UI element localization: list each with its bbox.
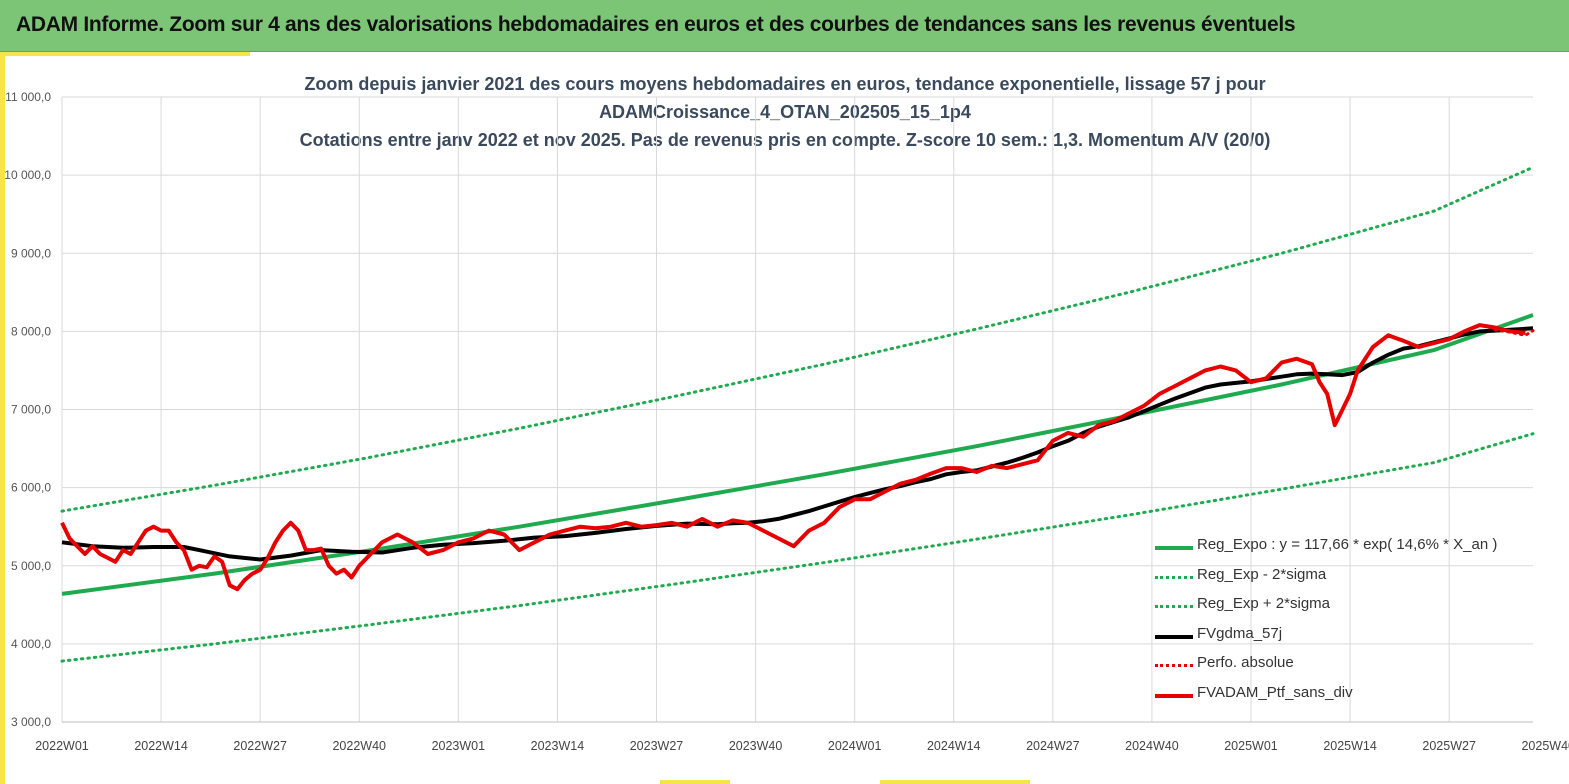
- x-tick-label: 2024W27: [1026, 739, 1080, 753]
- x-tick-label: 2023W01: [432, 739, 486, 753]
- y-tick-label: 11 000,0: [5, 90, 51, 104]
- legend-item-fvgdma: FVgdma_57j: [1152, 622, 1562, 652]
- chart-legend: Reg_Expo : y = 117,66 * exp( 14,6% * X_a…: [1152, 533, 1562, 711]
- x-tick-label: 2025W40: [1521, 739, 1569, 753]
- chart-title: Zoom depuis janvier 2021 des cours moyen…: [240, 70, 1330, 154]
- x-tick-label: 2023W14: [531, 739, 585, 753]
- legend-swatch-solid-black: [1155, 634, 1193, 639]
- legend-item-perfo-absolue: Perfo. absolue: [1152, 651, 1562, 681]
- x-tick-label: 2024W40: [1125, 739, 1179, 753]
- x-tick-label: 2025W01: [1224, 739, 1278, 753]
- chart-title-line-1: Zoom depuis janvier 2021 des cours moyen…: [304, 74, 1266, 94]
- series-line-solid-black: [61, 326, 1534, 562]
- series-group: [60, 165, 1535, 663]
- legend-item-reg-exp-minus: Reg_Exp - 2*sigma: [1152, 563, 1562, 593]
- legend-label: Perfo. absolue: [1197, 654, 1294, 672]
- legend-swatch-solid-green: [1155, 546, 1193, 550]
- y-tick-label: 9 000,0: [11, 246, 51, 260]
- x-tick-label: 2022W01: [35, 739, 89, 753]
- legend-item-reg-exp-plus: Reg_Exp + 2*sigma: [1152, 592, 1562, 622]
- legend-label: Reg_Expo : y = 117,66 * exp( 14,6% * X_a…: [1197, 536, 1498, 553]
- accent-bar-top: [0, 52, 250, 56]
- x-tick-label: 2025W27: [1422, 739, 1476, 753]
- legend-swatch-solid-red: [1155, 693, 1193, 698]
- legend-swatch-dotted-green: [1155, 575, 1193, 579]
- series-line-dot-green: [60, 165, 1535, 513]
- x-tick-label: 2022W40: [332, 739, 386, 753]
- x-tick-label: 2022W14: [134, 739, 188, 753]
- legend-label: Reg_Exp + 2*sigma: [1197, 595, 1330, 613]
- y-tick-label: 3 000,0: [11, 715, 51, 729]
- chart-title-line-2: ADAMCroissance_4_OTAN_202505_15_1p4: [599, 102, 971, 122]
- legend-swatch-dotted-red: [1155, 664, 1193, 668]
- y-tick-label: 8 000,0: [11, 324, 51, 338]
- y-tick-label: 7 000,0: [11, 403, 51, 417]
- legend-label: Reg_Exp - 2*sigma: [1197, 565, 1327, 583]
- y-tick-label: 5 000,0: [11, 559, 51, 573]
- series-line-dot-green: [60, 432, 1535, 663]
- legend-item-fvadam-ptf: FVADAM_Ptf_sans_div: [1152, 681, 1562, 711]
- legend-label: FVgdma_57j: [1197, 624, 1283, 642]
- banner-title: ADAM Informe. Zoom sur 4 ans des valoris…: [16, 13, 1296, 36]
- x-tick-label: 2024W01: [828, 739, 882, 753]
- chart-title-line-3: Cotations entre janv 2022 et nov 2025. P…: [299, 130, 1271, 150]
- legend-item-reg-expo: Reg_Expo : y = 117,66 * exp( 14,6% * X_a…: [1152, 533, 1562, 563]
- series-line-dot-red: [1493, 328, 1535, 337]
- x-tick-label: 2025W14: [1323, 739, 1377, 753]
- y-tick-label: 10 000,0: [4, 168, 51, 182]
- x-tick-label: 2022W27: [233, 739, 287, 753]
- accent-bar-bottom: [660, 780, 730, 784]
- y-tick-label: 4 000,0: [11, 637, 51, 651]
- axes: 3 000,0 4 000,0 5 000,0 6 000,0 7 000,0 8 000…: [4, 90, 1569, 753]
- x-tick-label: 2023W40: [729, 739, 783, 753]
- legend-swatch-dotted-green: [1155, 605, 1193, 609]
- accent-bar-bottom: [880, 780, 1030, 784]
- series-line-solid-red: [60, 323, 1526, 592]
- y-tick-label: 6 000,0: [11, 481, 51, 495]
- accent-bar-left: [0, 52, 5, 784]
- header-banner: ADAM Informe. Zoom sur 4 ans des valoris…: [0, 0, 1569, 52]
- x-tick-label: 2023W27: [630, 739, 684, 753]
- legend-label: FVADAM_Ptf_sans_div: [1197, 683, 1353, 701]
- x-tick-label: 2024W14: [927, 739, 981, 753]
